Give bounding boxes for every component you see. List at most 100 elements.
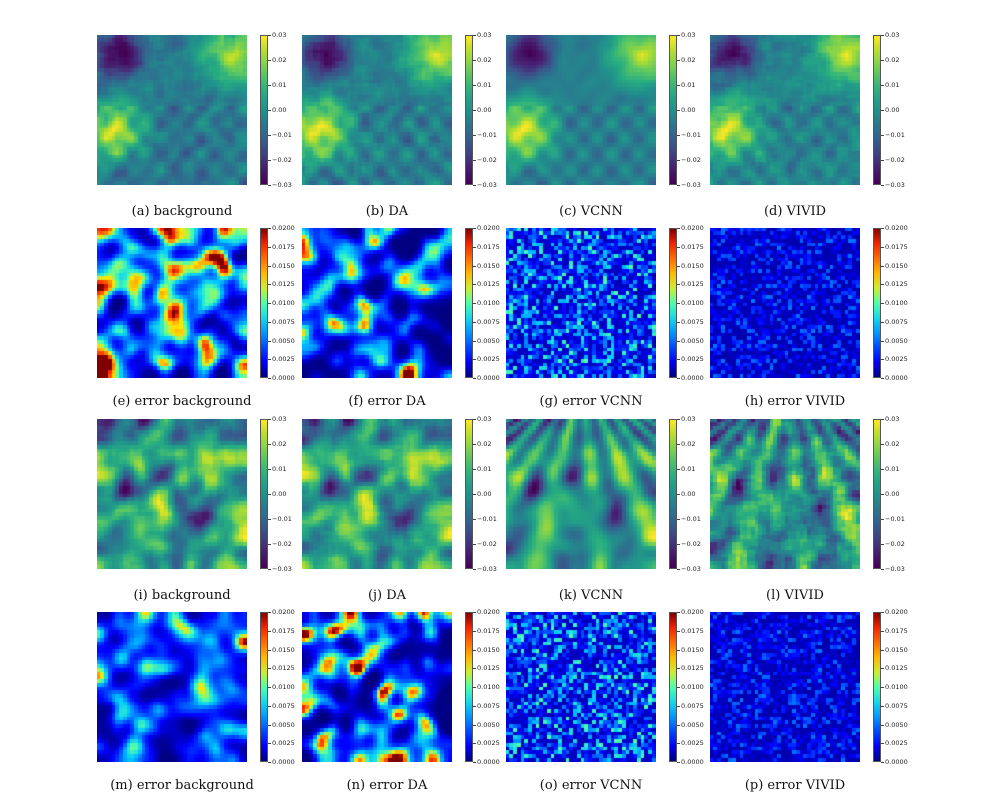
colorbar-tick (881, 419, 884, 420)
colorbar-tick (473, 612, 476, 613)
colorbar-tick-label: 0.0050 (477, 720, 500, 729)
colorbar-tick (473, 60, 476, 61)
colorbar-gradient (873, 35, 881, 185)
colorbar-tick-label: 0.0125 (477, 280, 500, 288)
colorbar-tick (268, 160, 271, 161)
colorbar-tick-label: −0.01 (885, 514, 905, 523)
colorbar: 0.03 0.02 0.01 0.00 −0.01 −0.02 −0.03 (873, 32, 923, 188)
colorbar-tick-label: 0.0025 (681, 355, 704, 363)
colorbar-tick-label: −0.01 (272, 130, 292, 139)
colorbar-tick-label: 0.0100 (885, 298, 908, 307)
colorbar: 0.0200 0.0175 0.0150 0.0125 0.0100 0.0075 0.00… (465, 609, 515, 765)
colorbar-tick (473, 569, 476, 570)
colorbar: 0.0200 0.0175 0.0150 0.0125 0.0100 0.0075 0.00… (669, 225, 719, 381)
colorbar-tick (677, 359, 680, 361)
colorbar-tick-label: 0.02 (681, 439, 696, 448)
colorbar-tick (881, 724, 884, 726)
colorbar-tick (268, 246, 271, 248)
colorbar-tick (473, 303, 476, 304)
colorbar-tick (473, 724, 476, 726)
colorbar-tick (268, 419, 271, 420)
colorbar-tick-label: −0.03 (477, 564, 497, 573)
colorbar-tick (677, 340, 680, 342)
colorbar-tick-label: 0.0200 (272, 607, 295, 616)
colorbar-tick (473, 185, 476, 186)
colorbar-tick (677, 265, 680, 267)
colorbar-tick-label: 0.03 (885, 414, 900, 423)
colorbar-tick-label: 0.00 (477, 489, 492, 498)
colorbar-tick (881, 60, 884, 61)
colorbar-tick (881, 762, 884, 763)
heatmap-image (302, 612, 452, 762)
colorbar-tick-label: −0.02 (477, 539, 497, 548)
colorbar-tick-label: 0.03 (272, 30, 287, 39)
colorbar-tick-label: 0.0050 (477, 336, 500, 345)
colorbar-tick-label: 0.01 (885, 464, 900, 473)
colorbar-tick (881, 321, 884, 323)
colorbar-tick (268, 705, 271, 707)
colorbar-gradient (873, 612, 881, 762)
colorbar-tick (881, 687, 884, 688)
colorbar-tick (677, 419, 680, 420)
colorbar-tick (677, 519, 680, 520)
colorbar-tick-label: 0.02 (885, 55, 900, 64)
subfigure-caption: (k) VCNN (558, 588, 624, 603)
colorbar-tick-label: 0.0150 (272, 645, 295, 654)
colorbar-tick-label: 0.0100 (272, 682, 295, 691)
colorbar-tick (677, 303, 680, 304)
colorbar-tick (473, 668, 476, 670)
colorbar-tick (881, 494, 884, 495)
colorbar-tick (268, 185, 271, 186)
colorbar-tick (677, 85, 680, 86)
colorbar-gradient (873, 419, 881, 569)
colorbar-tick-label: −0.01 (681, 514, 701, 523)
colorbar-tick-label: −0.03 (272, 180, 292, 189)
colorbar-tick-label: 0.02 (272, 55, 287, 64)
colorbar-tick-label: 0.0025 (885, 355, 908, 363)
colorbar-tick (473, 378, 476, 379)
colorbar-tick (473, 35, 476, 36)
colorbar-tick (677, 444, 680, 445)
colorbar-tick-label: 0.0050 (272, 720, 295, 729)
colorbar-tick (881, 85, 884, 86)
colorbar-gradient (669, 419, 677, 569)
colorbar-tick-label: 0.0100 (272, 298, 295, 307)
colorbar-tick (473, 135, 476, 136)
colorbar-tick (268, 724, 271, 726)
colorbar-tick-label: 0.01 (272, 464, 287, 473)
colorbar-tick-label: −0.01 (477, 130, 497, 139)
colorbar-tick-label: 0.0050 (681, 720, 704, 729)
colorbar-tick (268, 60, 271, 61)
colorbar-tick-label: 0.0025 (272, 739, 295, 747)
colorbar-tick-label: 0.00 (681, 105, 696, 114)
colorbar-tick-label: 0.0025 (681, 739, 704, 747)
colorbar-tick-label: 0.0125 (477, 664, 500, 672)
colorbar-tick (268, 228, 271, 229)
colorbar-tick (268, 762, 271, 763)
colorbar-tick (268, 284, 271, 286)
colorbar-tick (473, 544, 476, 545)
colorbar-tick-label: 0.0000 (272, 757, 295, 766)
colorbar-tick-label: −0.02 (681, 539, 701, 548)
colorbar-tick-label: −0.02 (681, 155, 701, 164)
colorbar-tick (881, 185, 884, 186)
heatmap-image (97, 419, 247, 569)
colorbar-tick-label: 0.0125 (272, 664, 295, 672)
colorbar-tick-label: 0.01 (477, 464, 492, 473)
colorbar-tick-label: 0.03 (272, 414, 287, 423)
colorbar-tick (268, 444, 271, 445)
colorbar-tick-label: −0.01 (681, 130, 701, 139)
colorbar-tick (268, 359, 271, 361)
colorbar-tick (268, 687, 271, 688)
colorbar-tick (881, 378, 884, 379)
colorbar: 0.03 0.02 0.01 0.00 −0.01 −0.02 −0.03 (669, 32, 719, 188)
colorbar-tick (268, 743, 271, 745)
heatmap-image (506, 612, 656, 762)
colorbar-tick (268, 340, 271, 342)
colorbar-gradient (873, 228, 881, 378)
colorbar-tick (881, 160, 884, 161)
colorbar-tick-label: 0.0025 (477, 739, 500, 747)
subfigure-caption: (o) error VCNN (539, 778, 643, 793)
colorbar-tick (473, 444, 476, 445)
subfigure-caption: (a) background (131, 204, 233, 219)
